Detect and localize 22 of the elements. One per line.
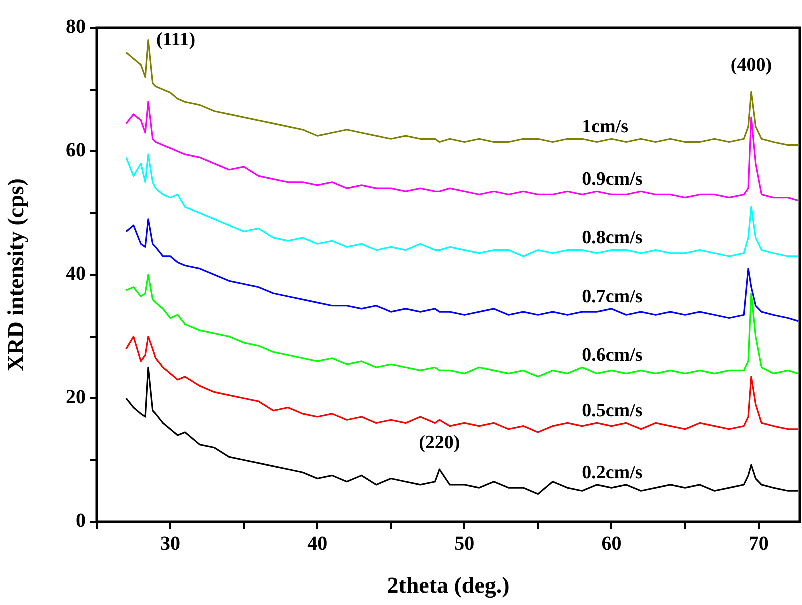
x-tick-label: 70 <box>748 533 769 556</box>
annotation: (400) <box>730 55 772 76</box>
x-tick-label: 60 <box>602 533 622 556</box>
series-label: 0.2cm/s <box>582 462 643 484</box>
x-tick-label: 40 <box>308 533 328 556</box>
x-tick-label: 50 <box>454 533 475 556</box>
series-label: 0.6cm/s <box>582 345 643 366</box>
series-label: 0.5cm/s <box>582 400 643 422</box>
series-label: 0.9cm/s <box>582 169 643 190</box>
series-label: 1cm/s <box>582 116 629 138</box>
series-label: 0.8cm/s <box>582 228 643 249</box>
series-label: 0.7cm/s <box>582 286 643 308</box>
annotation: (220) <box>419 432 460 454</box>
y-tick-label: 40 <box>66 263 86 286</box>
y-tick-label: 0 <box>76 510 86 532</box>
x-tick-label: 30 <box>160 533 181 556</box>
x-axis-title: 2theta (deg.) <box>387 573 510 600</box>
y-tick-label: 60 <box>66 140 86 162</box>
y-tick-label: 80 <box>66 16 86 38</box>
annotation: (111) <box>156 29 196 50</box>
y-axis-title: XRD intensity (cps) <box>4 178 29 372</box>
y-tick-label: 20 <box>66 386 86 409</box>
